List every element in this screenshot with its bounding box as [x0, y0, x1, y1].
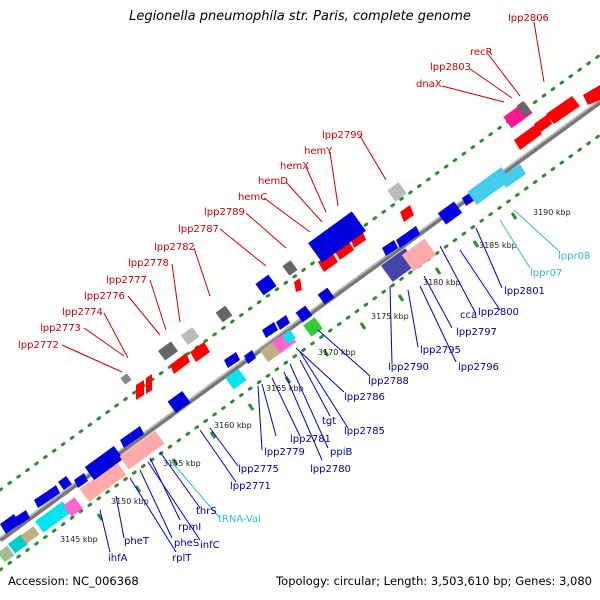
gene-label-lppr07[interactable]: lppr07: [530, 268, 562, 279]
gene-label-lpp2789[interactable]: lpp2789: [204, 207, 245, 218]
gene-label-lpp2777[interactable]: lpp2777: [106, 275, 147, 286]
gene-label-rplT[interactable]: rplT: [172, 553, 192, 564]
tick-label-3175: 3175 kbp: [371, 312, 409, 321]
gene-label-lpp2771[interactable]: lpp2771: [230, 481, 271, 492]
reverse-genes: [0, 164, 526, 563]
gene-label-hemD[interactable]: hemD: [258, 176, 288, 187]
gene-label-ppiB[interactable]: ppiB: [330, 447, 352, 458]
gene-label-lpp2782[interactable]: lpp2782: [154, 242, 195, 253]
map-title: Legionella pneumophila str. Paris, compl…: [129, 9, 471, 24]
genome-info-text: Topology: circular; Length: 3,503,610 bp…: [276, 574, 592, 588]
tick-label-3145: 3145 kbp: [60, 535, 98, 544]
gene-label-lpp2774[interactable]: lpp2774: [62, 307, 103, 318]
gene-label-ihfA[interactable]: ihfA: [108, 553, 128, 564]
tick-label-3170: 3170 kbp: [318, 348, 356, 357]
gene-label-lpp2801[interactable]: lpp2801: [504, 286, 545, 297]
gene-label-lpp2790[interactable]: lpp2790: [388, 362, 429, 373]
gene-label-lpp2786[interactable]: lpp2786: [344, 392, 385, 403]
tick-label-3190: 3190 kbp: [533, 208, 571, 217]
gene-label-lpp2779[interactable]: lpp2779: [264, 447, 305, 458]
gene-label-lpp2787[interactable]: lpp2787: [178, 224, 219, 235]
gene-label-tRNA-Val[interactable]: tRNA-Val: [218, 514, 261, 525]
accession-text: Accession: NC_006368: [8, 574, 139, 588]
gene-label-lpp2772[interactable]: lpp2772: [18, 340, 59, 351]
gene-label-lpp2806[interactable]: lpp2806: [508, 13, 549, 24]
gene-label-hemC[interactable]: hemC: [238, 192, 267, 203]
gene-label-lpp2796[interactable]: lpp2796: [458, 362, 499, 373]
gene-label-lpp2800[interactable]: lpp2800: [478, 307, 519, 318]
gene-label-tgt[interactable]: tgt: [322, 416, 336, 427]
tick-label-3150: 3150 kbp: [111, 497, 149, 506]
gene-label-pheS[interactable]: pheS: [174, 538, 199, 549]
tick-label-3165: 3165 kbp: [266, 384, 304, 393]
tick-label-3180: 3180 kbp: [423, 278, 461, 287]
gene-label-lpp2799[interactable]: lpp2799: [322, 130, 363, 141]
gene-label-hemY[interactable]: hemY: [304, 146, 333, 157]
gene-label-lpp2795[interactable]: lpp2795: [420, 345, 461, 356]
gene-label-infC[interactable]: infC: [200, 540, 220, 551]
gene-label-lppr08[interactable]: lppr08: [558, 251, 590, 262]
gene-label-thrS[interactable]: thrS: [196, 506, 217, 517]
gene-label-lpp2781[interactable]: lpp2781: [290, 434, 331, 445]
tick-label-3160: 3160 kbp: [214, 421, 252, 430]
rna-leader-lines: [169, 209, 561, 519]
gene-label-dnaX[interactable]: dnaX: [416, 79, 442, 90]
lower-leader-lines: [99, 227, 503, 553]
gene-label-lpp2803[interactable]: lpp2803: [430, 62, 471, 73]
gene-label-recR[interactable]: recR: [470, 47, 493, 58]
upper-dotted-guide: [0, 53, 600, 492]
lower-dotted-guide: [0, 133, 600, 572]
gene-label-lpp2773[interactable]: lpp2773: [40, 323, 81, 334]
gene-label-lpp2775[interactable]: lpp2775: [238, 464, 279, 475]
tick-labels: 3145 kbp 3150 kbp 3155 kbp 3160 kbp 3165…: [60, 208, 571, 544]
upper-leader-lines: [61, 21, 545, 373]
gene-label-lpp2788[interactable]: lpp2788: [368, 376, 409, 387]
gene-label-lpp2785[interactable]: lpp2785: [344, 426, 385, 437]
tick-label-3185: 3185 kbp: [479, 241, 517, 250]
gene-label-pheT[interactable]: pheT: [124, 536, 150, 547]
gene-label-lpp2780[interactable]: lpp2780: [310, 464, 351, 475]
lower-gene-labels: ihfA pheT rplT pheS infC rpmI thrS tRNA-…: [108, 251, 590, 564]
gene-label-lpp2776[interactable]: lpp2776: [84, 291, 125, 302]
gene-label-lpp2797[interactable]: lpp2797: [456, 327, 497, 338]
gene-label-hemX[interactable]: hemX: [280, 161, 309, 172]
gene-label-cca[interactable]: cca: [460, 310, 477, 321]
gene-label-lpp2778[interactable]: lpp2778: [128, 258, 169, 269]
gene-label-rpmI[interactable]: rpmI: [178, 522, 201, 533]
forward-genes: [120, 85, 600, 400]
tick-label-3155: 3155 kbp: [163, 459, 201, 468]
upper-gene-labels: lpp2772 lpp2773 lpp2774 lpp2776 lpp2777 …: [18, 13, 549, 351]
